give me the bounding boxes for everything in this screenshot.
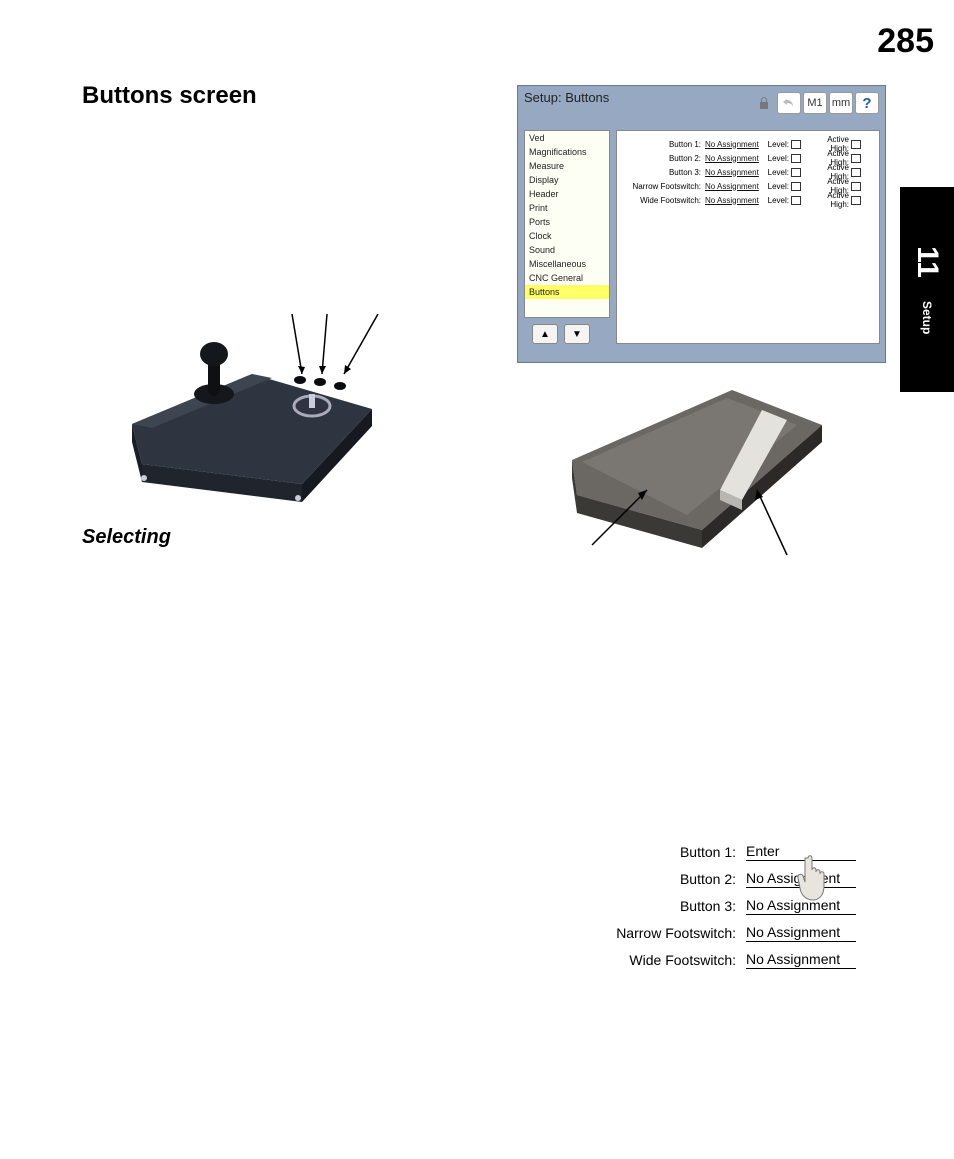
assign-value[interactable]: No Assignment (746, 951, 856, 969)
heading-selecting: Selecting (82, 526, 171, 549)
level-checkbox[interactable] (791, 154, 801, 163)
assign-label: Button 1: (606, 844, 746, 860)
help-button[interactable]: ? (855, 92, 879, 114)
assignment-list: Button 1: Enter Button 2: No Assignment … (606, 838, 886, 973)
assign-value[interactable]: No Assignment (746, 870, 856, 888)
assign-label: Button 3: (606, 898, 746, 914)
activehigh-checkbox[interactable] (851, 140, 861, 149)
cfg-activehigh-label: Active High: (807, 191, 851, 209)
level-checkbox[interactable] (791, 140, 801, 149)
chapter-tab: 11 Setup (900, 187, 954, 392)
chapter-number: 11 (910, 246, 944, 278)
assign-row: Button 3: No Assignment (606, 892, 886, 919)
page-number: 285 (877, 22, 934, 61)
sidebar-item[interactable]: Measure (525, 159, 609, 173)
cfg-level-label: Level: (763, 154, 791, 163)
m1-button[interactable]: M1 (803, 92, 827, 114)
cfg-row: Wide Footswitch: No Assignment Level: Ac… (617, 193, 879, 207)
cfg-label: Wide Footswitch: (621, 196, 705, 205)
config-panel: Button 1: No Assignment Level: Active Hi… (616, 130, 880, 344)
lock-icon (757, 94, 771, 112)
activehigh-checkbox[interactable] (851, 182, 861, 191)
sidebar-item[interactable]: Ports (525, 215, 609, 229)
sidebar-item-selected[interactable]: Buttons (525, 285, 609, 299)
activehigh-checkbox[interactable] (851, 196, 861, 205)
assign-value[interactable]: Enter (746, 843, 856, 861)
assign-row: Narrow Footswitch: No Assignment (606, 919, 886, 946)
cfg-level-label: Level: (763, 168, 791, 177)
scroll-down-button[interactable]: ▼ (564, 324, 590, 344)
mm-button[interactable]: mm (829, 92, 853, 114)
sidebar-scroll: ▲ ▼ (532, 324, 590, 344)
sidebar-item[interactable]: Header (525, 187, 609, 201)
cfg-value[interactable]: No Assignment (705, 154, 763, 163)
cfg-value[interactable]: No Assignment (705, 140, 763, 149)
sidebar-item[interactable]: Display (525, 173, 609, 187)
assign-label: Button 2: (606, 871, 746, 887)
level-checkbox[interactable] (791, 196, 801, 205)
setup-buttons-screenshot: Setup: Buttons M1 mm ? Ved Magnification… (517, 85, 886, 363)
scroll-up-button[interactable]: ▲ (532, 324, 558, 344)
footpedal-illustration (552, 370, 832, 550)
sidebar-item[interactable]: Miscellaneous (525, 257, 609, 271)
assign-row: Button 2: No Assignment (606, 865, 886, 892)
cfg-label: Button 3: (621, 168, 705, 177)
heading-buttons-screen: Buttons screen (82, 82, 257, 110)
cfg-level-label: Level: (763, 182, 791, 191)
cfg-label: Button 1: (621, 140, 705, 149)
sidebar-item[interactable]: Print (525, 201, 609, 215)
assign-value[interactable]: No Assignment (746, 897, 856, 915)
activehigh-checkbox[interactable] (851, 154, 861, 163)
sidebar-item[interactable]: CNC General (525, 271, 609, 285)
sidebar-item[interactable]: Ved (525, 131, 609, 145)
screenshot-title: Setup: Buttons (524, 90, 609, 105)
chapter-label: Setup (920, 301, 934, 334)
cfg-level-label: Level: (763, 196, 791, 205)
joystick-illustration (122, 314, 382, 510)
assign-label: Narrow Footswitch: (606, 925, 746, 941)
setup-sidebar: Ved Magnifications Measure Display Heade… (524, 130, 610, 318)
sidebar-item[interactable]: Clock (525, 229, 609, 243)
assign-row: Wide Footswitch: No Assignment (606, 946, 886, 973)
level-checkbox[interactable] (791, 168, 801, 177)
level-checkbox[interactable] (791, 182, 801, 191)
assign-label: Wide Footswitch: (606, 952, 746, 968)
assign-row: Button 1: Enter (606, 838, 886, 865)
sidebar-item[interactable]: Magnifications (525, 145, 609, 159)
undo-button[interactable] (777, 92, 801, 114)
cfg-value[interactable]: No Assignment (705, 168, 763, 177)
activehigh-checkbox[interactable] (851, 168, 861, 177)
cfg-label: Narrow Footswitch: (621, 182, 705, 191)
cfg-value[interactable]: No Assignment (705, 196, 763, 205)
cfg-value[interactable]: No Assignment (705, 182, 763, 191)
sidebar-item[interactable]: Sound (525, 243, 609, 257)
assign-value[interactable]: No Assignment (746, 924, 856, 942)
cfg-label: Button 2: (621, 154, 705, 163)
cfg-level-label: Level: (763, 140, 791, 149)
screenshot-toolbar: M1 mm ? (757, 92, 879, 114)
